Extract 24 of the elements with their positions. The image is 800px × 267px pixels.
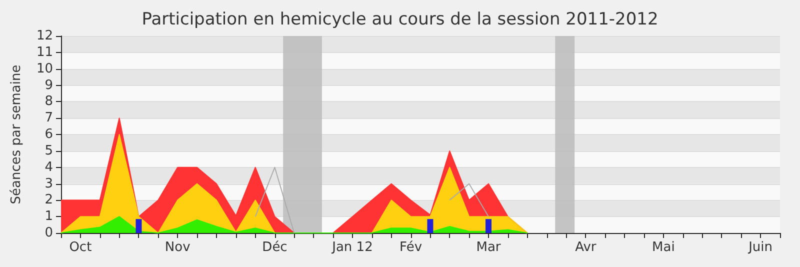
y-tick-label: 7 (44, 110, 53, 126)
y-axis-title: Séances par semaine (9, 64, 24, 204)
y-tick-label: 5 (44, 143, 53, 158)
y-tick-label: 11 (36, 44, 53, 60)
y-tick-label: 12 (36, 28, 53, 44)
x-tick-label: Jan 12 (331, 240, 373, 255)
y-tick-label: 9 (44, 78, 53, 93)
x-tick-label: Oct (69, 240, 92, 255)
x-tick-label: Fév (400, 240, 422, 255)
y-tick-label: 4 (44, 160, 53, 175)
y-tick-label: 3 (44, 176, 53, 192)
x-tick-label: Juin (748, 240, 773, 255)
x-tick-label: Déc (262, 240, 288, 255)
y-tick-label: 1 (44, 209, 53, 224)
chart-title: Participation en hemicycle au cours de la session 2011-2012 (142, 10, 658, 30)
x-tick-label: Avr (575, 240, 597, 255)
y-tick-label: 2 (44, 192, 53, 208)
y-tick-label: 8 (44, 94, 53, 110)
y-tick-label: 6 (44, 127, 53, 142)
x-tick-label: Mai (652, 240, 675, 255)
y-tick-label: 10 (36, 61, 53, 76)
x-tick-label: Mar (476, 240, 502, 255)
x-tick-label: Nov (164, 240, 191, 255)
y-tick-label: 0 (44, 226, 53, 240)
